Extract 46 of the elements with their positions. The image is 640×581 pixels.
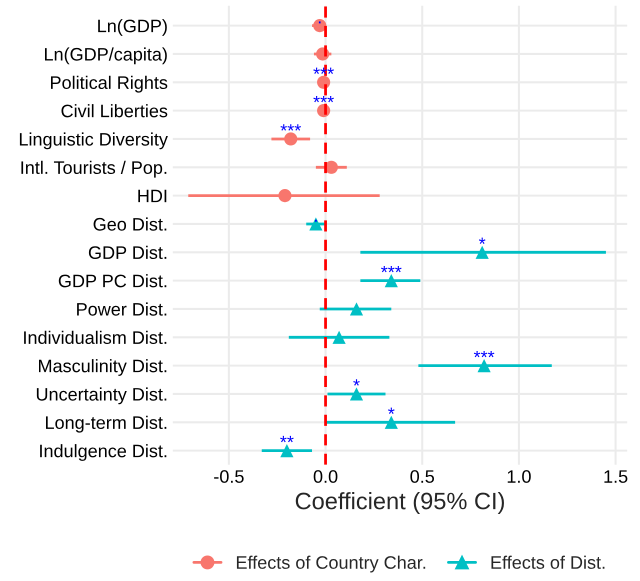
annotation: *** [313, 96, 334, 102]
x-axis-title: Coefficient (95% CI) [296, 492, 504, 514]
y-tick-label: Civil Liberties [61, 104, 168, 118]
annotation: . [318, 21, 321, 24]
point [384, 416, 398, 429]
point [350, 302, 364, 316]
x-tick-label: 0.0 [314, 470, 338, 483]
point [309, 217, 322, 231]
y-tick-label: Geo Dist. [94, 217, 166, 231]
legend-label: Effects of Country Char. [236, 556, 426, 572]
y-tick-label: Intl. Tourists / Pop. [21, 160, 166, 178]
y-tick-label: Ln(GDP) [98, 19, 167, 36]
y-tick-label: Long-term Dist. [46, 416, 166, 433]
point [476, 246, 489, 259]
y-tick-label: Individualism Dist. [24, 330, 166, 344]
point [278, 189, 292, 202]
legend-label: Effects of Dist. [491, 556, 604, 569]
annotation: * [388, 408, 395, 414]
point [313, 19, 326, 32]
y-tick-label: Linguistic Diversity [20, 132, 168, 150]
x-tick-label: 1.5 [604, 470, 628, 483]
annotation: * [478, 238, 486, 244]
x-tick-label: -0.5 [214, 470, 244, 483]
annotation: *** [280, 124, 302, 131]
point [350, 387, 364, 401]
point [284, 132, 298, 146]
y-tick-label: Uncertainty Dist. [36, 387, 166, 404]
y-tick-label: Masculinity Dist. [38, 359, 166, 376]
point [478, 359, 491, 372]
y-tick-label: Indulgence Dist. [40, 444, 166, 461]
annotation: . [315, 220, 317, 222]
y-tick-label: Power Dist. [77, 302, 166, 316]
y-tick-label: HDI [138, 190, 166, 202]
x-tick-label: 0.5 [410, 470, 434, 483]
annotation: * [353, 379, 360, 386]
x-tick-label: 1.0 [508, 470, 531, 483]
annotation: *** [381, 266, 402, 272]
y-tick-label: Ln(GDP/capita) [44, 47, 167, 64]
annotation: *** [474, 350, 494, 358]
y-tick-label: GDP PC Dist. [58, 274, 166, 288]
point [332, 330, 346, 344]
y-tick-label: Political Rights [51, 76, 168, 93]
annotation: ** [280, 436, 294, 442]
y-tick-label: GDP Dist. [88, 246, 166, 260]
point [280, 444, 294, 458]
point [384, 274, 398, 288]
